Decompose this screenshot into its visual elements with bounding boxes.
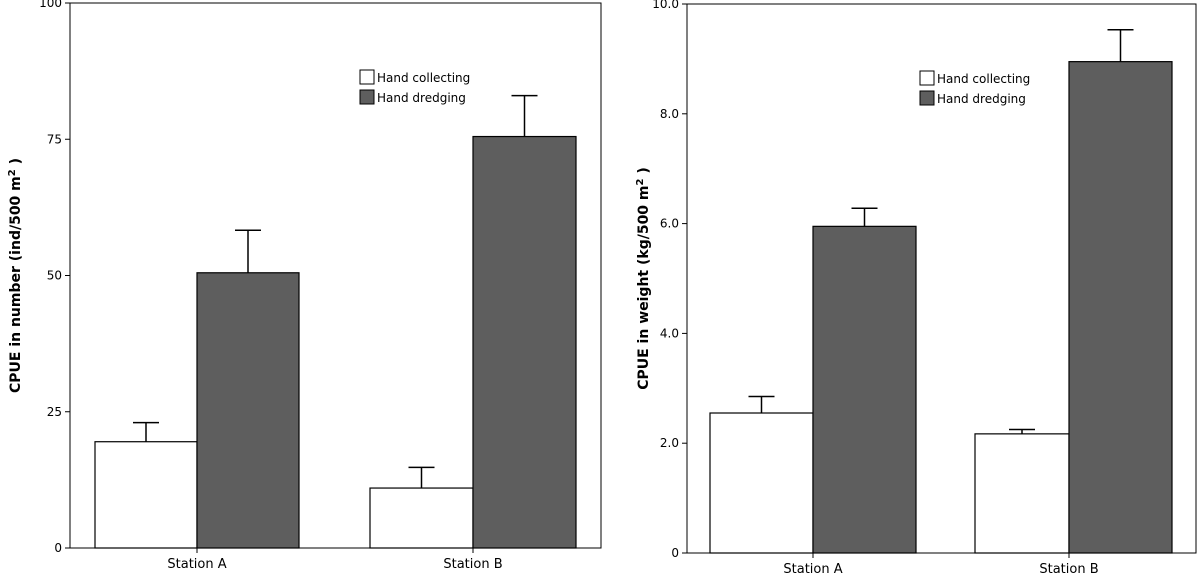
y-tick-label: 8.0 (660, 107, 679, 121)
legend-swatch (359, 89, 375, 105)
y-axis-label-main: CPUE in weight (kg/500 m (636, 185, 652, 389)
legend: Hand collecting Hand dredging (919, 70, 1030, 106)
y-tick-label: 6.0 (660, 217, 679, 231)
y-tick-label: 50 (47, 269, 62, 283)
plot-frame (686, 3, 1197, 554)
y-axis-label-superscript: 2 (7, 169, 18, 176)
legend-swatch (919, 70, 935, 86)
y-axis-label-end: ) (636, 167, 652, 178)
x-tick-label: Station B (443, 557, 502, 572)
y-tick-label: 75 (47, 132, 62, 146)
bar-hand-dredging-station-a (812, 225, 917, 554)
y-tick-label: 10.0 (652, 0, 679, 11)
chart-panel-1: 0 25 50 75 100 Station A Station B Hand collect… (7, 0, 602, 572)
legend-swatch (359, 69, 375, 85)
bar-hand-collecting-station-b (974, 433, 1070, 554)
y-tick-label: 4.0 (660, 326, 679, 340)
x-tick-label: Station B (1039, 562, 1098, 577)
y-axis-label-main: CPUE in number (ind/500 m (8, 176, 24, 393)
y-tick-label: 100 (39, 0, 62, 10)
y-tick-label: 0 (54, 541, 62, 555)
y-axis-label: CPUE in weight (kg/500 m2 ) (635, 167, 652, 390)
y-axis-label: CPUE in number (ind/500 m2 ) (7, 158, 24, 393)
x-tick-label: Station A (783, 562, 842, 577)
bar-hand-collecting-station-a (94, 441, 198, 549)
y-tick-label: 2.0 (660, 436, 679, 450)
bar-hand-collecting-station-b (369, 487, 474, 549)
chart-panel-2: 0 2.0 4.0 6.0 8.0 10.0 Station A Station B Hand … (635, 0, 1197, 577)
y-tick-label: 0 (671, 546, 679, 560)
legend-label: Hand dredging (937, 92, 1026, 106)
x-tick-label: Station A (167, 557, 226, 572)
legend-label: Hand collecting (377, 71, 470, 85)
legend-swatch (919, 90, 935, 106)
legend-label: Hand dredging (377, 91, 466, 105)
legend-label: Hand collecting (937, 72, 1030, 86)
bar-hand-dredging-station-a (196, 272, 300, 549)
bar-hand-dredging-station-b (1068, 61, 1173, 554)
legend: Hand collecting Hand dredging (359, 69, 470, 105)
y-axis-label-end: ) (8, 158, 24, 169)
bar-hand-dredging-station-b (472, 135, 577, 549)
y-tick-label: 25 (47, 405, 62, 419)
y-axis-label-superscript: 2 (635, 178, 646, 185)
bar-hand-collecting-station-a (709, 412, 814, 554)
